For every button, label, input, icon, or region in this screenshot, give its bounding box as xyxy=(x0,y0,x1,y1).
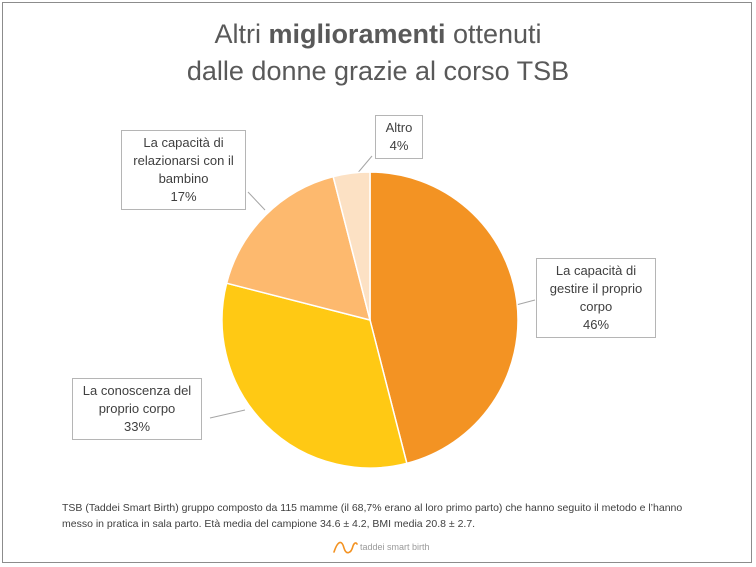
pie-slices xyxy=(221,171,519,469)
pie-slice-3 xyxy=(225,175,372,322)
pie-slice-1 xyxy=(369,171,519,465)
callout-conoscenza-line: La conoscenza del xyxy=(82,383,192,398)
leader-line-gestire xyxy=(515,299,536,306)
callout-gestire-line: corpo xyxy=(579,299,613,314)
logo-text: taddei smart birth xyxy=(360,542,430,552)
pie-slice-2 xyxy=(221,282,408,469)
footnote: TSB (Taddei Smart Birth) gruppo composto… xyxy=(62,500,722,532)
callout-conoscenza: La conoscenza del proprio corpo 33% xyxy=(72,378,202,440)
callout-conoscenza-line: proprio corpo xyxy=(98,401,176,416)
callout-relazionarsi-line: La capacità di xyxy=(143,135,224,150)
footnote-line-1: TSB (Taddei Smart Birth) gruppo composto… xyxy=(62,502,683,514)
logo-swirl-icon xyxy=(333,541,358,554)
pie-slice-4 xyxy=(332,171,371,321)
callout-gestire-percent: 46% xyxy=(582,317,610,332)
brand-logo: taddei smart birth xyxy=(332,538,430,556)
leader-line-conoscenza xyxy=(209,409,246,419)
chart-title: Altri miglioramenti ottenuti dalle donne… xyxy=(0,16,756,90)
callout-altro-percent: 4% xyxy=(389,138,409,153)
callout-relazionarsi: La capacità di relazionarsi con il bambi… xyxy=(121,130,246,210)
callout-relazionarsi-percent: 17% xyxy=(170,189,197,204)
title-line-1: Altri miglioramenti ottenuti xyxy=(214,19,542,49)
callout-altro: Altro 4% xyxy=(375,115,423,159)
leader-line-relazionarsi xyxy=(247,191,266,211)
callout-gestire: La capacità di gestire il proprio corpo … xyxy=(536,258,656,338)
callout-conoscenza-percent: 33% xyxy=(123,419,151,434)
callout-relazionarsi-line: relazionarsi con il xyxy=(133,153,234,168)
title-bold-word: miglioramenti xyxy=(268,19,446,49)
callout-altro-line: Altro xyxy=(385,120,413,135)
footnote-line-2: messo in pratica in sala parto. Età medi… xyxy=(62,518,476,530)
callout-relazionarsi-line: bambino xyxy=(158,171,209,186)
callout-gestire-line: gestire il proprio xyxy=(549,281,643,296)
title-line-2: dalle donne grazie al corso TSB xyxy=(186,56,570,86)
callout-gestire-line: La capacità di xyxy=(555,263,637,278)
